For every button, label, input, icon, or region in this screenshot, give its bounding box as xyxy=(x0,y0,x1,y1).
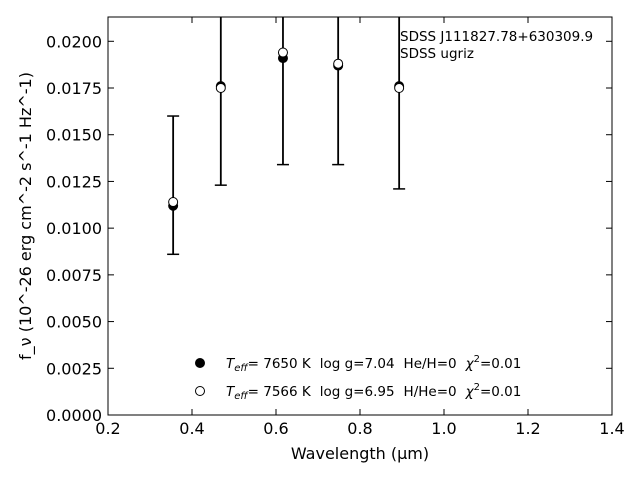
y-tick-label: 0.0150 xyxy=(46,126,102,145)
legend-marker-open xyxy=(195,386,205,396)
y-tick-label: 0.0025 xyxy=(46,359,102,378)
y-axis: 0.0000 0.0025 0.0050 0.0075 0.0100 0.0125 0.01… xyxy=(46,32,612,425)
legend-2-teff-sub: eff xyxy=(234,391,249,402)
legend-entry-1: Teff= 7650 K log g=7.04 He/H=0 χ2=0.01 xyxy=(226,354,521,374)
model-point-open xyxy=(394,83,405,94)
model-point-open xyxy=(215,83,226,94)
legend-1-logg: log g=7.04 xyxy=(320,356,395,372)
y-tick-label: 0.0175 xyxy=(46,79,102,98)
legend-entry-2: Teff= 7566 K log g=6.95 H/He=0 χ2=0.01 xyxy=(226,382,521,402)
y-tick-label: 0.0200 xyxy=(46,32,102,51)
error-bars xyxy=(167,17,406,256)
annotation-object: SDSS J111827.78+630309.9 xyxy=(400,29,593,45)
model-point-open xyxy=(333,58,344,69)
x-tick-label: 1.0 xyxy=(431,419,456,438)
legend-2-chi: χ xyxy=(465,384,475,400)
legend-1-chi-sup: 2 xyxy=(474,354,480,365)
legend-2-comp: H/He=0 xyxy=(404,384,457,400)
legend-2-chi-value: =0.01 xyxy=(480,384,521,400)
y-tick-label: 0.0100 xyxy=(46,219,102,238)
x-tick-label: 0.6 xyxy=(263,419,288,438)
y-tick-label: 0.0075 xyxy=(46,266,102,285)
legend-1-chi: χ xyxy=(465,356,475,372)
x-tick-label: 1.2 xyxy=(515,419,540,438)
data-markers xyxy=(168,47,405,211)
y-tick-label: 0.0000 xyxy=(46,406,102,425)
x-tick-label: 0.8 xyxy=(347,419,372,438)
legend-2-teff: T xyxy=(226,384,236,400)
y-tick-label: 0.0050 xyxy=(46,313,102,332)
legend-1-teff: T xyxy=(226,356,236,372)
legend-2-logg: log g=6.95 xyxy=(320,384,395,400)
x-axis-label: Wavelength (μm) xyxy=(291,444,429,463)
legend-1-teff-value: = 7650 K xyxy=(248,356,312,372)
legend-marker-filled xyxy=(195,358,205,368)
y-tick-label: 0.0125 xyxy=(46,172,102,191)
annotation-survey: SDSS ugriz xyxy=(400,46,474,62)
x-tick-label: 1.4 xyxy=(599,419,624,438)
legend-1-chi-value: =0.01 xyxy=(480,356,521,372)
y-axis-label: f_ν (10^-26 erg cm^-2 s^-1 Hz^-1) xyxy=(16,72,36,360)
legend-2-chi-sup: 2 xyxy=(474,382,480,393)
legend-1-comp: He/H=0 xyxy=(404,356,457,372)
model-point-open xyxy=(168,196,179,207)
x-axis-label-text: Wavelength (μm) xyxy=(291,444,429,463)
legend-2-teff-value: = 7566 K xyxy=(248,384,312,400)
y-axis-label-text: f_ν (10^-26 erg cm^-2 s^-1 Hz^-1) xyxy=(16,72,36,360)
x-tick-label: 0.4 xyxy=(179,419,204,438)
x-axis: 0.2 0.4 0.6 0.8 1.0 1.2 1.4 xyxy=(95,17,625,438)
model-point-open xyxy=(277,47,288,58)
legend-1-teff-sub: eff xyxy=(234,363,249,374)
x-tick-label: 0.2 xyxy=(95,419,120,438)
